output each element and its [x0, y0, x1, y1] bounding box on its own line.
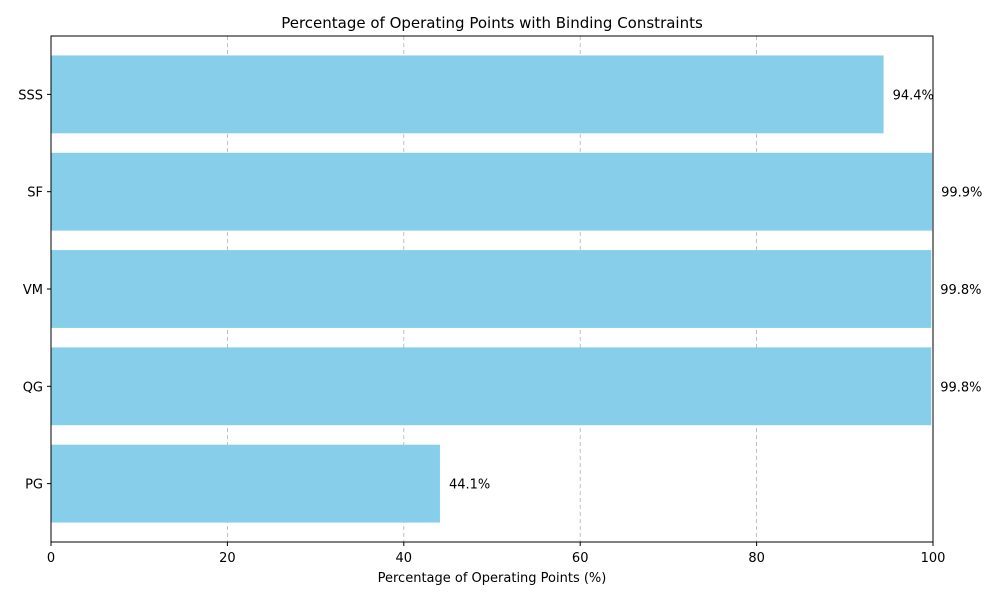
y-tick-label: VM: [23, 283, 43, 298]
bar-vm: [51, 250, 932, 328]
y-tick-label: QG: [23, 380, 43, 395]
bar-sf: [51, 152, 933, 231]
bar-value-label: 99.8%: [940, 380, 981, 395]
x-tick-label: 80: [748, 551, 765, 566]
bar-pg: [51, 444, 440, 523]
y-axis: PG QG VM SF SSS: [18, 88, 51, 493]
y-tick-label: SF: [27, 186, 43, 201]
x-tick-label: 20: [219, 551, 236, 566]
x-tick-label: 60: [572, 551, 589, 566]
y-tick-label: SSS: [18, 88, 43, 103]
bar-sss: [51, 55, 884, 134]
chart-title: Percentage of Operating Points with Bind…: [281, 14, 703, 32]
bar-labels-layer: 44.1% 99.8% 99.8% 99.9% 94.4%: [449, 88, 982, 492]
bar-value-label: 94.4%: [893, 88, 934, 103]
bar-qg: [51, 347, 932, 426]
x-tick-label: 0: [47, 551, 55, 566]
bar-value-label: 99.8%: [940, 283, 981, 298]
x-axis: 0 20 40 60 80 100: [47, 542, 946, 566]
x-tick-label: 40: [396, 551, 413, 566]
bars-layer: [51, 55, 933, 523]
x-tick-label: 100: [921, 551, 946, 566]
y-tick-label: PG: [25, 478, 43, 493]
bar-value-label: 44.1%: [449, 478, 490, 493]
bar-value-label: 99.9%: [941, 186, 982, 201]
x-axis-label: Percentage of Operating Points (%): [378, 571, 607, 586]
